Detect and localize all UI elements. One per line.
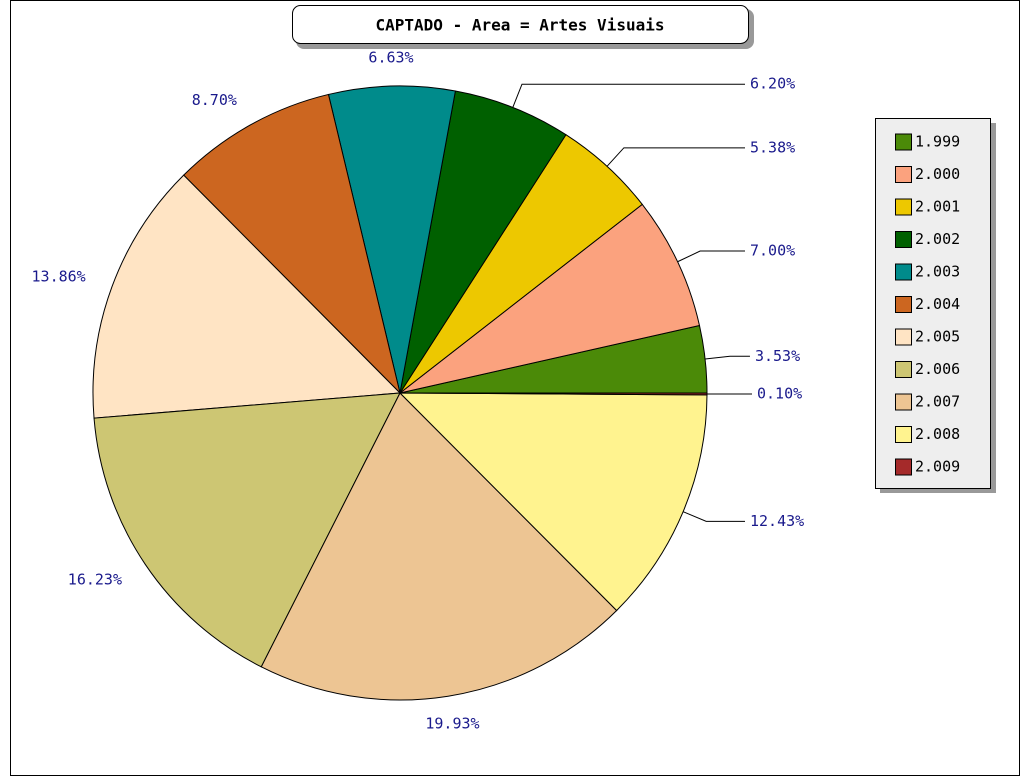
data-label: 5.38% <box>750 138 795 156</box>
data-label: 8.70% <box>192 91 237 109</box>
legend-label: 2.000 <box>915 165 960 183</box>
legend-swatch <box>896 167 912 183</box>
legend-label: 2.006 <box>915 360 960 378</box>
data-label: 7.00% <box>750 242 795 260</box>
legend-swatch <box>896 199 912 215</box>
legend-label: 2.009 <box>915 458 960 476</box>
legend-label: 2.001 <box>915 198 960 216</box>
legend-label: 2.008 <box>915 425 960 443</box>
pie <box>93 86 707 700</box>
data-label: 13.86% <box>32 268 86 286</box>
legend-swatch <box>896 427 912 443</box>
legend-label: 1.999 <box>915 133 960 151</box>
data-label: 19.93% <box>425 714 479 732</box>
legend-label: 2.007 <box>915 393 960 411</box>
legend-swatch <box>896 134 912 150</box>
legend-swatch <box>896 459 912 475</box>
legend-label: 2.005 <box>915 328 960 346</box>
legend-swatch <box>896 362 912 378</box>
legend-swatch <box>896 394 912 410</box>
legend-label: 2.003 <box>915 263 960 281</box>
legend-swatch <box>896 264 912 280</box>
data-label: 6.63% <box>368 49 413 67</box>
legend-swatch <box>896 297 912 313</box>
legend-label: 2.004 <box>915 295 960 313</box>
chart-title: CAPTADO - Area = Artes Visuais <box>376 16 665 35</box>
data-label: 0.10% <box>757 385 802 403</box>
legend-swatch <box>896 329 912 345</box>
legend-label: 2.002 <box>915 230 960 248</box>
data-label: 16.23% <box>68 570 122 588</box>
data-label: 3.53% <box>755 347 800 365</box>
legend-swatch <box>896 232 912 248</box>
data-label: 12.43% <box>750 512 804 530</box>
data-label: 6.20% <box>750 75 795 93</box>
